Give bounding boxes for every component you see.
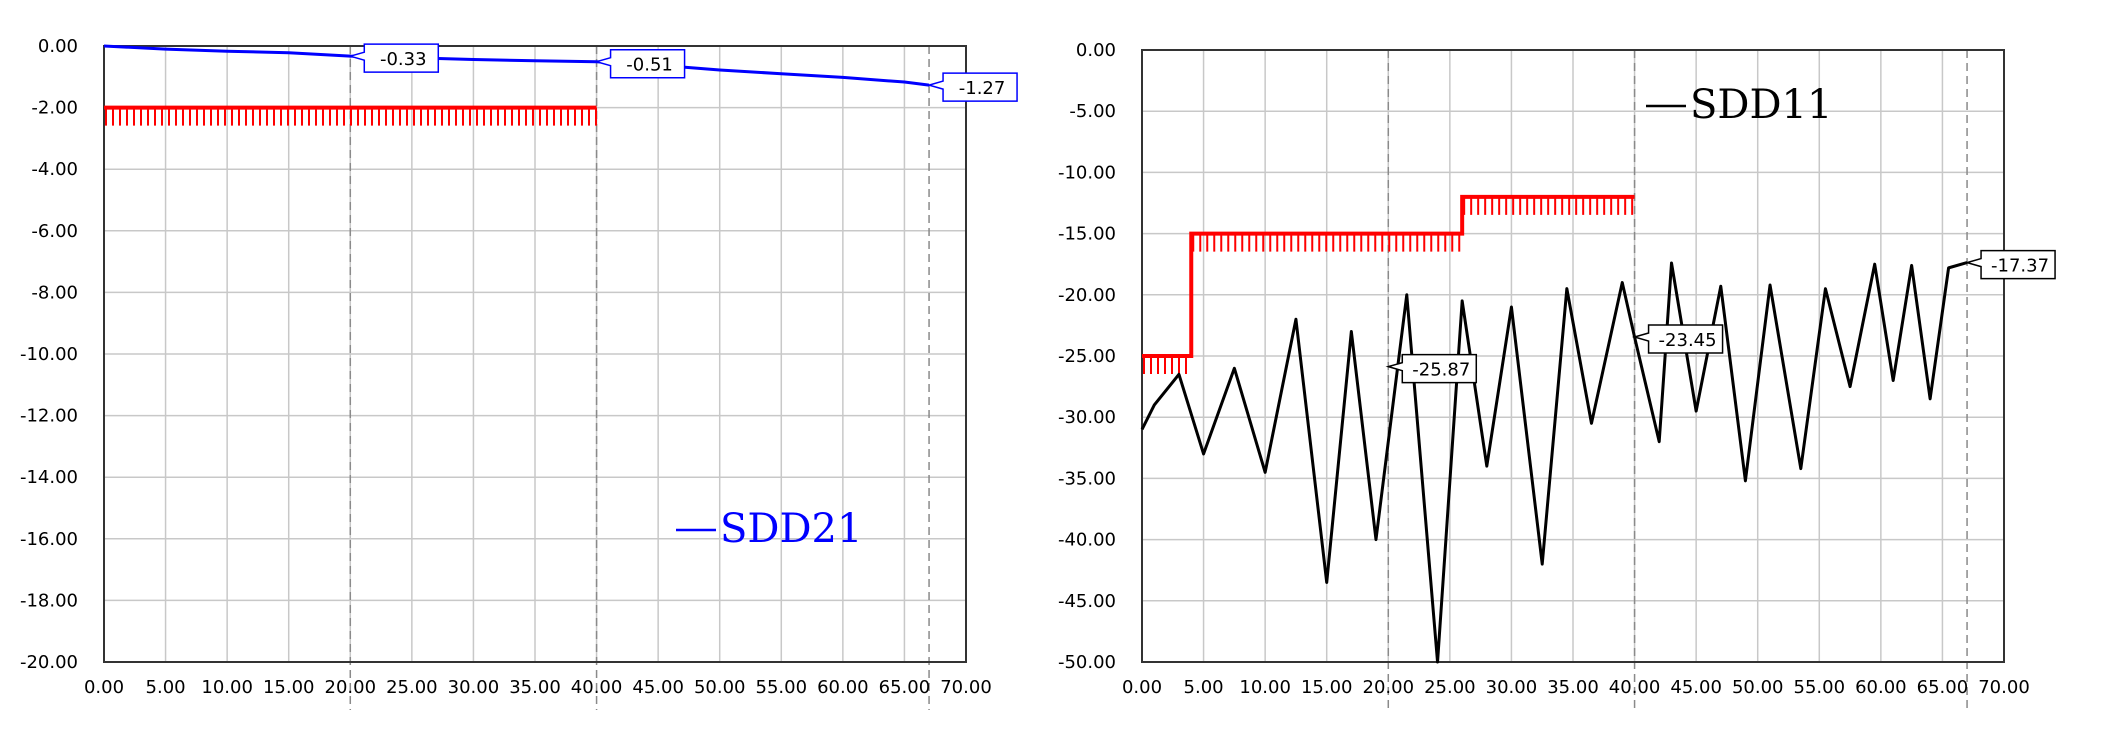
chart-2: 0.00 5.00 10.00 15.00 20.00 25.00 30.00 35.00 40… — [1058, 40, 2056, 710]
limit-line-hatch — [1143, 356, 1187, 374]
x-tick-label: 50.00 — [694, 677, 746, 698]
x-tick-label: 45.00 — [1670, 677, 1722, 698]
x-tick-label: 20.00 — [325, 677, 377, 698]
x-tick-label: 60.00 — [1855, 677, 1907, 698]
marker-box — [347, 43, 440, 73]
x-tick-label: 25.00 — [386, 677, 438, 698]
x-tick-label: 55.00 — [756, 677, 808, 698]
x-tick-label: 5.00 — [146, 677, 186, 698]
y-tick-label: -10.00 — [1058, 162, 1116, 183]
chart-1: 0.00 5.00 10.00 15.00 20.00 25.00 30.00 35.00 40… — [20, 36, 1018, 710]
y-tick-label: -15.00 — [1058, 224, 1116, 245]
y-tick-label: -12.00 — [20, 406, 78, 427]
y-tick-label: -14.00 — [20, 467, 78, 488]
y-tick-label: -30.00 — [1058, 407, 1116, 428]
limit-line-hatch — [1463, 196, 1634, 215]
marker-value: -0.51 — [626, 55, 673, 76]
series-line — [103, 44, 930, 87]
legend-label: SDD11 — [1690, 82, 1832, 128]
limit-line-hatch — [105, 107, 597, 126]
marker-callout: -17.37 — [1964, 249, 2056, 280]
x-tick-label: 15.00 — [1301, 677, 1353, 698]
x-tick-label: 70.00 — [1978, 677, 2030, 698]
x-tick-label: 65.00 — [879, 677, 931, 698]
x-tick-label: 20.00 — [1363, 677, 1415, 698]
y-tick-label: -6.00 — [31, 221, 78, 242]
marker-value: -0.33 — [380, 49, 427, 70]
x-tick-label: 10.00 — [1239, 677, 1291, 698]
marker-value: -1.27 — [959, 78, 1006, 99]
x-tick-label: 15.00 — [263, 677, 315, 698]
x-tick-label: 0.00 — [1122, 677, 1162, 698]
y-tick-label: -4.00 — [31, 159, 78, 180]
marker-callout: -0.33 — [347, 43, 440, 73]
plot-frame — [103, 45, 967, 663]
y-tick-label: -35.00 — [1058, 468, 1116, 489]
limit-line-hatch — [1192, 233, 1461, 252]
y-tick-label: -25.00 — [1058, 346, 1116, 367]
marker-box — [1964, 249, 2056, 280]
marker-box — [593, 48, 686, 79]
x-tick-label: 60.00 — [817, 677, 869, 698]
marker-box — [926, 72, 1018, 102]
y-tick-label: -50.00 — [1058, 652, 1116, 673]
marker-value: -23.45 — [1659, 330, 1717, 351]
marker-callout: -1.27 — [926, 72, 1018, 102]
y-tick-label: -5.00 — [1069, 101, 1116, 122]
marker-box — [1385, 353, 1478, 384]
series-line — [1140, 261, 1968, 664]
y-tick-label: -18.00 — [20, 590, 78, 611]
x-tick-label: 35.00 — [509, 677, 561, 698]
x-tick-label: 40.00 — [571, 677, 623, 698]
y-tick-label: 0.00 — [38, 36, 78, 57]
y-tick-label: -45.00 — [1058, 591, 1116, 612]
marker-callout: -25.87 — [1385, 353, 1478, 384]
marker-callout: -23.45 — [1631, 324, 1724, 354]
x-tick-label: 25.00 — [1424, 677, 1476, 698]
marker-callout: -0.51 — [593, 48, 686, 79]
legend-label: SDD21 — [720, 506, 862, 552]
x-tick-label: 65.00 — [1917, 677, 1969, 698]
x-tick-label: 70.00 — [940, 677, 992, 698]
marker-value: -17.37 — [1991, 256, 2049, 277]
x-tick-label: 40.00 — [1609, 677, 1661, 698]
x-tick-label: 45.00 — [632, 677, 684, 698]
marker-box — [1631, 324, 1724, 354]
y-tick-label: -20.00 — [1058, 285, 1116, 306]
x-tick-label: 0.00 — [84, 677, 124, 698]
y-tick-label: -2.00 — [31, 98, 78, 119]
x-tick-label: 50.00 — [1732, 677, 1784, 698]
x-tick-label: 35.00 — [1547, 677, 1599, 698]
y-tick-label: -20.00 — [20, 652, 78, 673]
x-tick-label: 30.00 — [448, 677, 500, 698]
y-tick-label: -40.00 — [1058, 530, 1116, 551]
y-tick-label: -16.00 — [20, 529, 78, 550]
y-tick-label: 0.00 — [1076, 40, 1116, 61]
y-tick-label: -8.00 — [31, 282, 78, 303]
y-tick-label: -10.00 — [20, 344, 78, 365]
x-tick-label: 10.00 — [201, 677, 253, 698]
x-tick-label: 30.00 — [1486, 677, 1538, 698]
x-tick-label: 55.00 — [1794, 677, 1846, 698]
marker-value: -25.87 — [1412, 360, 1470, 381]
x-tick-label: 5.00 — [1184, 677, 1224, 698]
